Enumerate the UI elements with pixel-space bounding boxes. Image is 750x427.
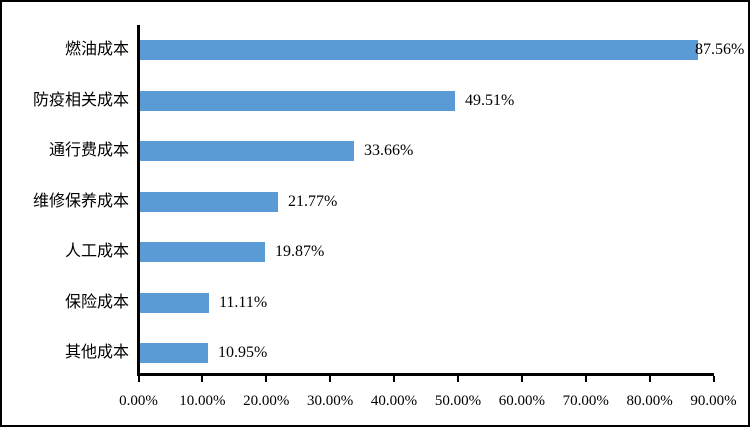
x-tick-1 xyxy=(201,376,204,382)
x-tick-label-4: 40.00% xyxy=(370,393,418,409)
category-label-5: 保险成本 xyxy=(64,293,129,311)
value-label-3: 21.77% xyxy=(288,192,338,210)
x-tick-6 xyxy=(520,376,523,382)
bar-4 xyxy=(140,242,265,262)
category-label-0: 燃油成本 xyxy=(64,41,129,58)
category-label-1: 防疫相关成本 xyxy=(32,91,129,109)
value-label-6: 10.95% xyxy=(218,344,268,361)
x-tick-label-5: 50.00% xyxy=(434,393,482,409)
bar-3 xyxy=(140,191,278,212)
bar-5 xyxy=(140,292,209,313)
x-tick-7 xyxy=(584,376,587,382)
x-tick-2 xyxy=(265,376,268,382)
x-tick-4 xyxy=(393,376,396,382)
x-tick-label-6: 60.00% xyxy=(498,393,545,409)
category-label-6: 其他成本 xyxy=(64,344,129,361)
x-tick-0 xyxy=(137,376,140,382)
x-axis-line xyxy=(137,373,714,376)
value-label-0: 87.56% xyxy=(695,41,745,58)
value-label-5: 11.11% xyxy=(219,293,268,311)
bar-0 xyxy=(140,40,698,60)
x-tick-label-7: 70.00% xyxy=(562,393,609,409)
x-tick-label-0: 0.00% xyxy=(119,393,158,409)
y-axis-line xyxy=(137,25,140,376)
x-tick-label-9: 90.00% xyxy=(690,393,737,409)
x-tick-9 xyxy=(712,376,715,382)
x-tick-8 xyxy=(648,376,651,382)
bar-1 xyxy=(140,90,455,111)
x-tick-5 xyxy=(456,376,459,382)
x-tick-3 xyxy=(329,376,332,382)
bar-6 xyxy=(140,343,208,363)
category-label-4: 人工成本 xyxy=(64,243,129,260)
x-tick-label-2: 20.00% xyxy=(243,393,290,409)
value-label-2: 33.66% xyxy=(364,142,414,159)
x-tick-label-3: 30.00% xyxy=(307,393,354,409)
x-tick-label-8: 80.00% xyxy=(626,393,673,409)
category-label-3: 维修保养成本 xyxy=(32,192,129,210)
bar-2 xyxy=(140,141,354,161)
x-tick-label-1: 10.00% xyxy=(179,393,226,409)
value-label-1: 49.51% xyxy=(465,91,515,109)
category-label-2: 通行费成本 xyxy=(48,142,129,159)
value-label-4: 19.87% xyxy=(275,243,325,260)
